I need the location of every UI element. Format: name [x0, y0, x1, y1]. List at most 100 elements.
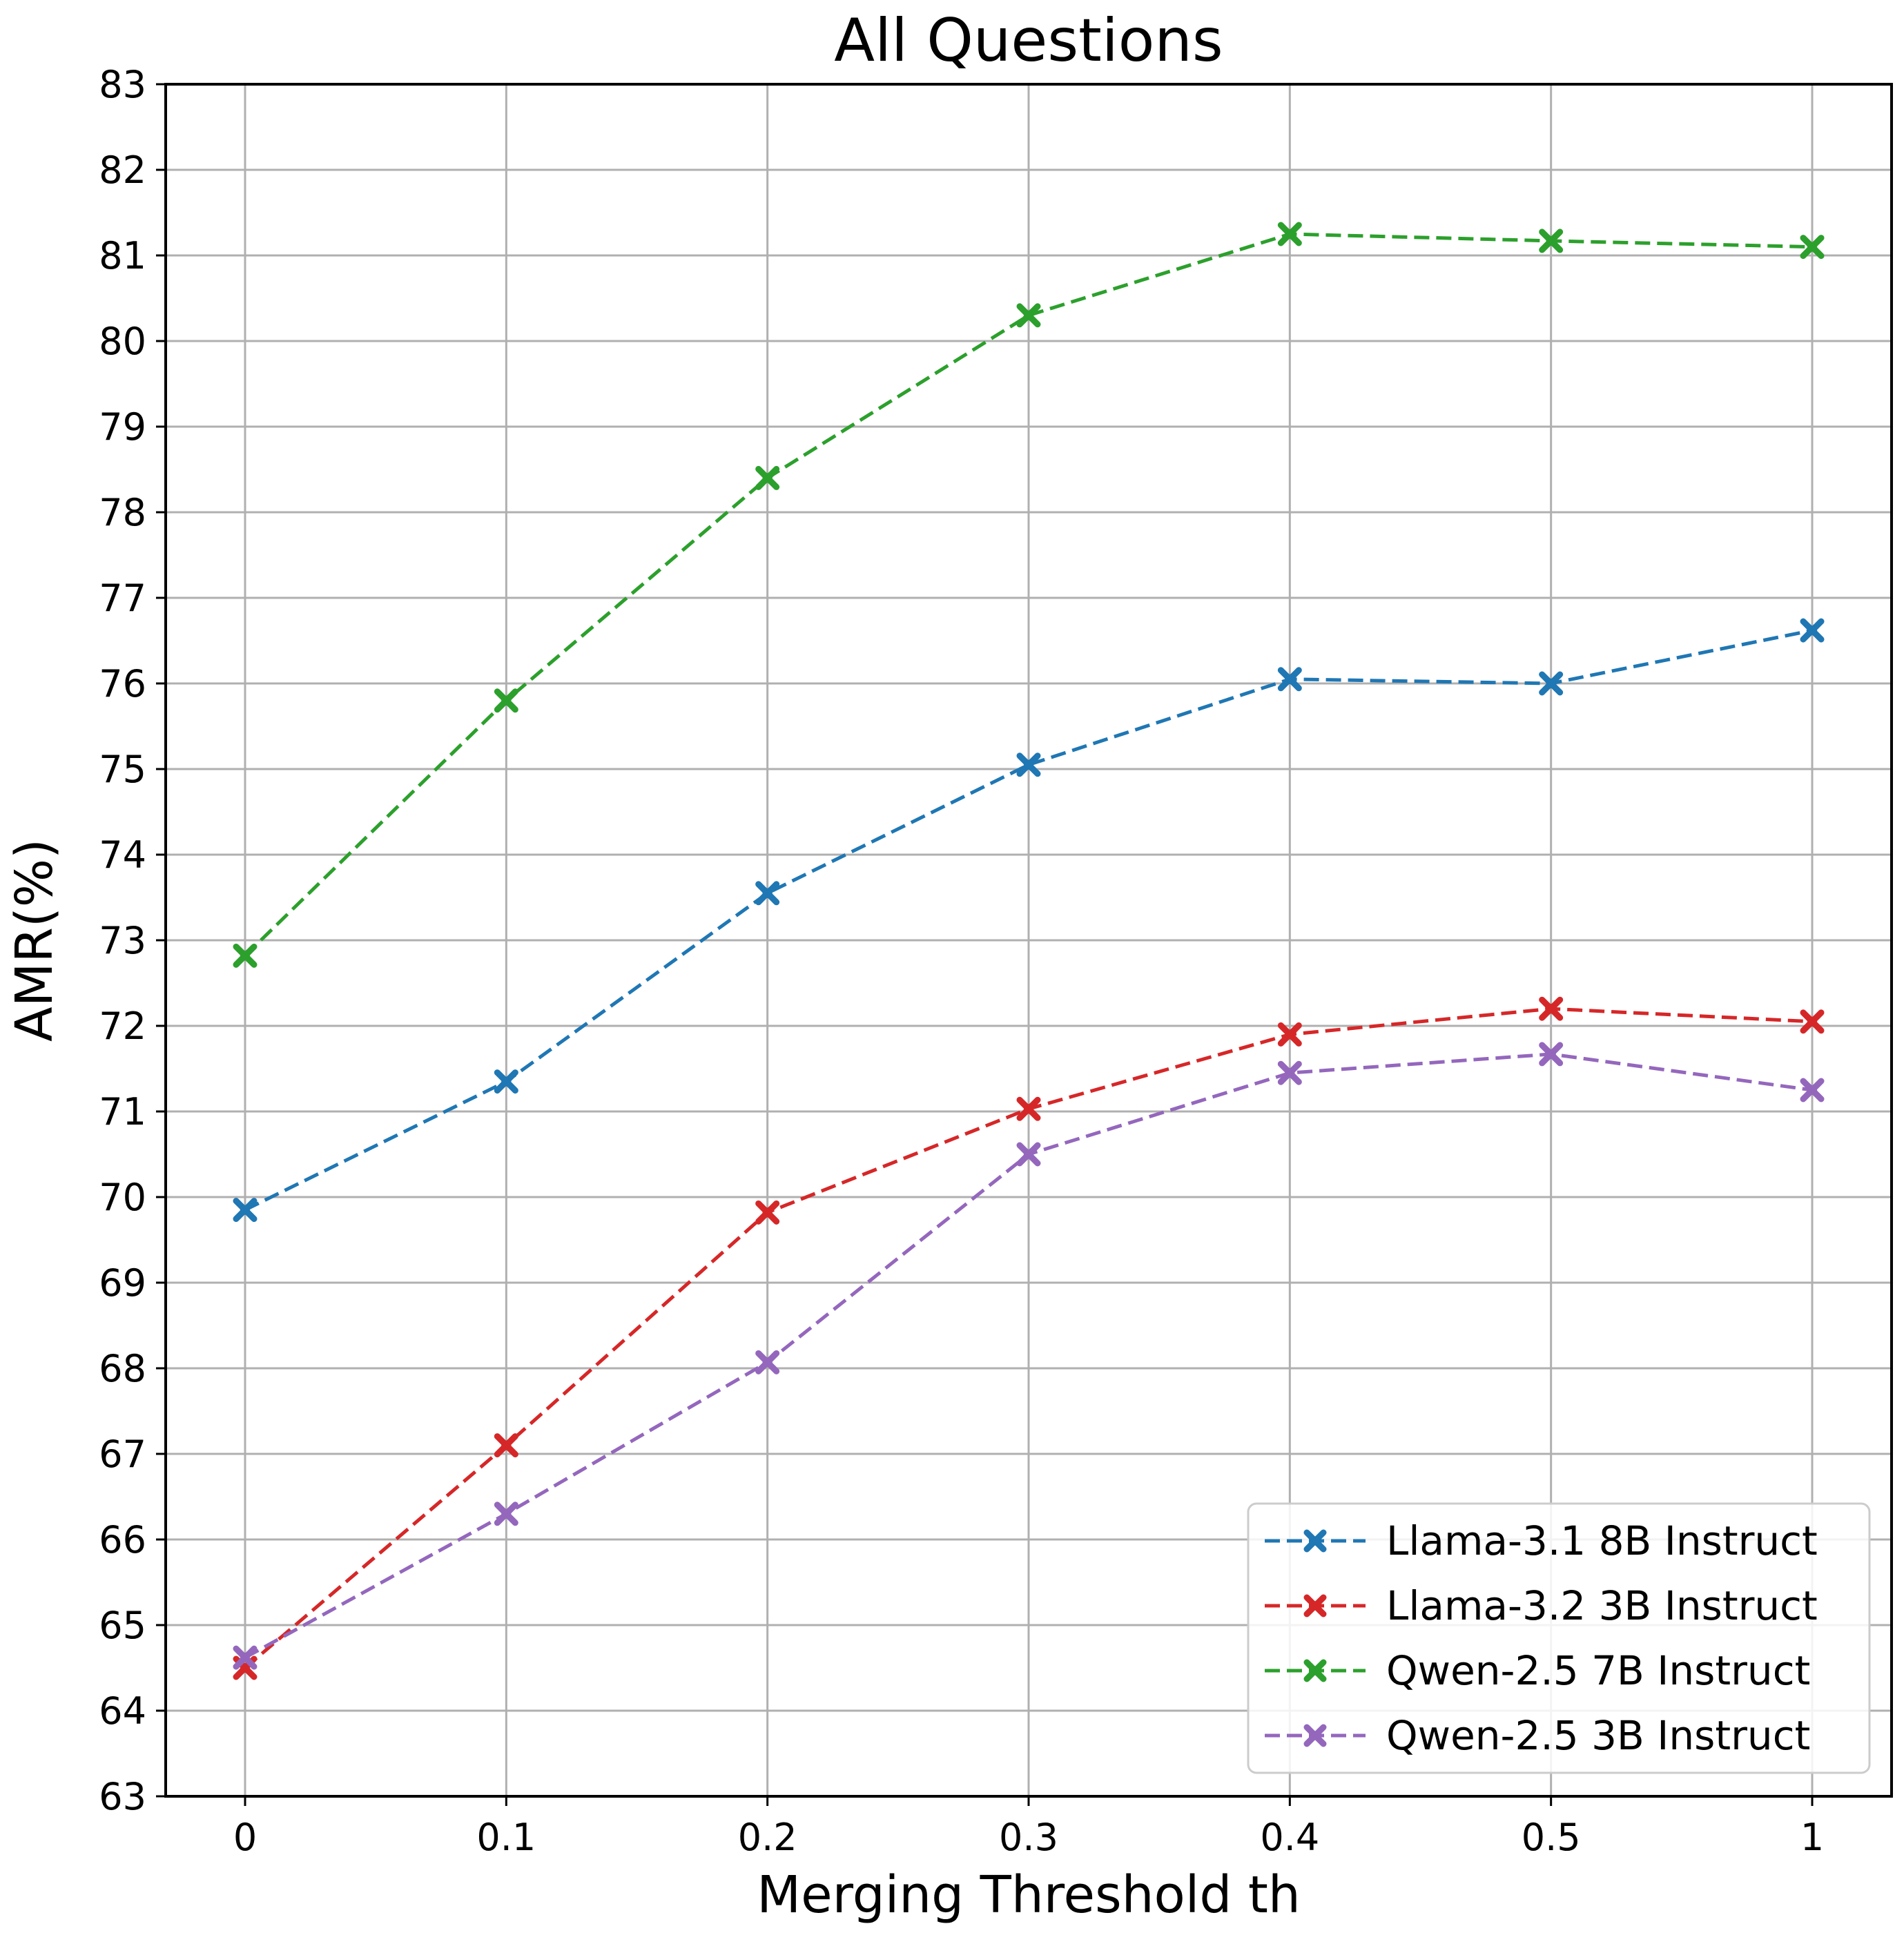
data-point-core: [1546, 678, 1556, 689]
x-tick-label: 0: [233, 1816, 257, 1859]
legend-item: Qwen-2.5 3B Instruct: [1265, 1712, 1810, 1759]
legend-label: Llama-3.1 8B Instruct: [1386, 1517, 1818, 1564]
data-point-core: [1285, 1029, 1295, 1040]
data-point-core: [240, 951, 251, 961]
data-point: [1800, 235, 1825, 260]
x-tick-label: 0.4: [1260, 1816, 1319, 1859]
data-point: [1539, 996, 1564, 1021]
data-point: [494, 1069, 518, 1094]
legend-item: Qwen-2.5 7B Instruct: [1265, 1647, 1810, 1694]
y-tick-label: 78: [99, 491, 146, 534]
y-tick-label: 77: [99, 576, 146, 620]
data-point: [1016, 1096, 1041, 1121]
legend-label: Qwen-2.5 7B Instruct: [1386, 1647, 1810, 1694]
data-point-core: [1310, 1731, 1320, 1740]
data-point: [1016, 752, 1041, 777]
data-point: [233, 943, 258, 968]
data-point: [494, 1502, 518, 1526]
series: [233, 222, 1825, 968]
data-point-core: [1310, 1666, 1320, 1675]
x-tick-label: 0.5: [1522, 1816, 1581, 1859]
data-point-core: [240, 1205, 251, 1215]
y-tick-label: 79: [99, 405, 146, 449]
y-tick-label: 75: [99, 748, 146, 791]
legend-item: Llama-3.1 8B Instruct: [1265, 1517, 1818, 1564]
data-point-core: [1023, 310, 1034, 320]
data-point: [1539, 671, 1564, 696]
series-layer: [233, 222, 1825, 1680]
x-tick-label: 0.2: [738, 1816, 797, 1859]
chart-title: All Questions: [834, 6, 1223, 75]
data-point: [1539, 229, 1564, 253]
x-tick-label: 1: [1800, 1816, 1824, 1859]
legend-item: Llama-3.2 3B Instruct: [1265, 1582, 1818, 1629]
data-point-core: [501, 695, 512, 706]
legend: Llama-3.1 8B Instruct Llama-3.2 3B Instru…: [1247, 1502, 1871, 1774]
data-point-core: [1807, 1085, 1818, 1096]
data-point: [1303, 1659, 1327, 1682]
data-point-core: [240, 1662, 251, 1673]
x-axis-label: Merging Threshold th: [757, 1865, 1301, 1925]
y-tick-label: 69: [99, 1261, 146, 1305]
data-point-core: [1807, 625, 1818, 636]
data-point-core: [1023, 1149, 1034, 1160]
data-point-core: [762, 473, 773, 483]
x-tick-label: 0.1: [476, 1816, 536, 1859]
data-point-core: [1285, 229, 1295, 240]
y-tick-label: 64: [99, 1689, 146, 1733]
x-tick-label: 0.3: [999, 1816, 1058, 1859]
data-point: [1277, 1060, 1302, 1085]
data-point-core: [1023, 759, 1034, 770]
y-tick-label: 63: [99, 1775, 146, 1818]
y-axis-label: AMR(%): [5, 839, 64, 1042]
data-point: [1303, 1724, 1327, 1747]
data-point: [494, 1433, 518, 1458]
y-tick-label: 70: [99, 1176, 146, 1219]
data-point: [1016, 303, 1041, 328]
data-point-core: [1807, 1016, 1818, 1027]
legend-label: Qwen-2.5 3B Instruct: [1386, 1712, 1810, 1759]
y-tick-label: 65: [99, 1604, 146, 1647]
y-tick-label: 82: [99, 148, 146, 192]
ticks: 0 0.1 0.2 0.3 0.4 0.5 1 63 64 65 66 67 68 69 70 71 72 73 7…: [99, 63, 1824, 1859]
data-point: [1800, 618, 1825, 643]
y-tick-label: 71: [99, 1090, 146, 1134]
data-point-core: [1023, 1104, 1034, 1114]
data-point: [1277, 667, 1302, 692]
y-tick-label: 66: [99, 1518, 146, 1562]
data-point-core: [501, 1508, 512, 1519]
y-tick-label: 76: [99, 662, 146, 706]
data-point-core: [762, 1207, 773, 1218]
legend-box: [1247, 1502, 1871, 1774]
data-point-core: [1310, 1601, 1320, 1611]
data-point-core: [1285, 1068, 1295, 1078]
y-tick-label: 83: [99, 63, 146, 106]
y-tick-label: 68: [99, 1347, 146, 1390]
data-point: [755, 1200, 780, 1225]
y-tick-label: 72: [99, 1004, 146, 1048]
data-point: [1277, 222, 1302, 246]
data-point: [494, 688, 518, 713]
data-point-core: [501, 1440, 512, 1450]
data-point: [755, 881, 780, 906]
data-point: [1303, 1529, 1327, 1553]
data-point-core: [1807, 242, 1818, 252]
data-point: [1016, 1142, 1041, 1167]
data-point: [755, 465, 780, 490]
data-point-core: [762, 888, 773, 898]
data-point: [1800, 1078, 1825, 1102]
data-point-core: [762, 1357, 773, 1368]
series: [233, 1042, 1825, 1670]
data-point-core: [1285, 674, 1295, 684]
data-point-core: [1546, 235, 1556, 246]
series: [233, 618, 1825, 1223]
legend-label: Llama-3.2 3B Instruct: [1386, 1582, 1818, 1629]
data-point: [233, 1645, 258, 1670]
y-tick-label: 73: [99, 919, 146, 962]
y-tick-label: 74: [99, 833, 146, 877]
data-point: [1800, 1009, 1825, 1034]
data-point: [1539, 1042, 1564, 1067]
y-tick-label: 80: [99, 320, 146, 363]
y-tick-label: 67: [99, 1432, 146, 1476]
